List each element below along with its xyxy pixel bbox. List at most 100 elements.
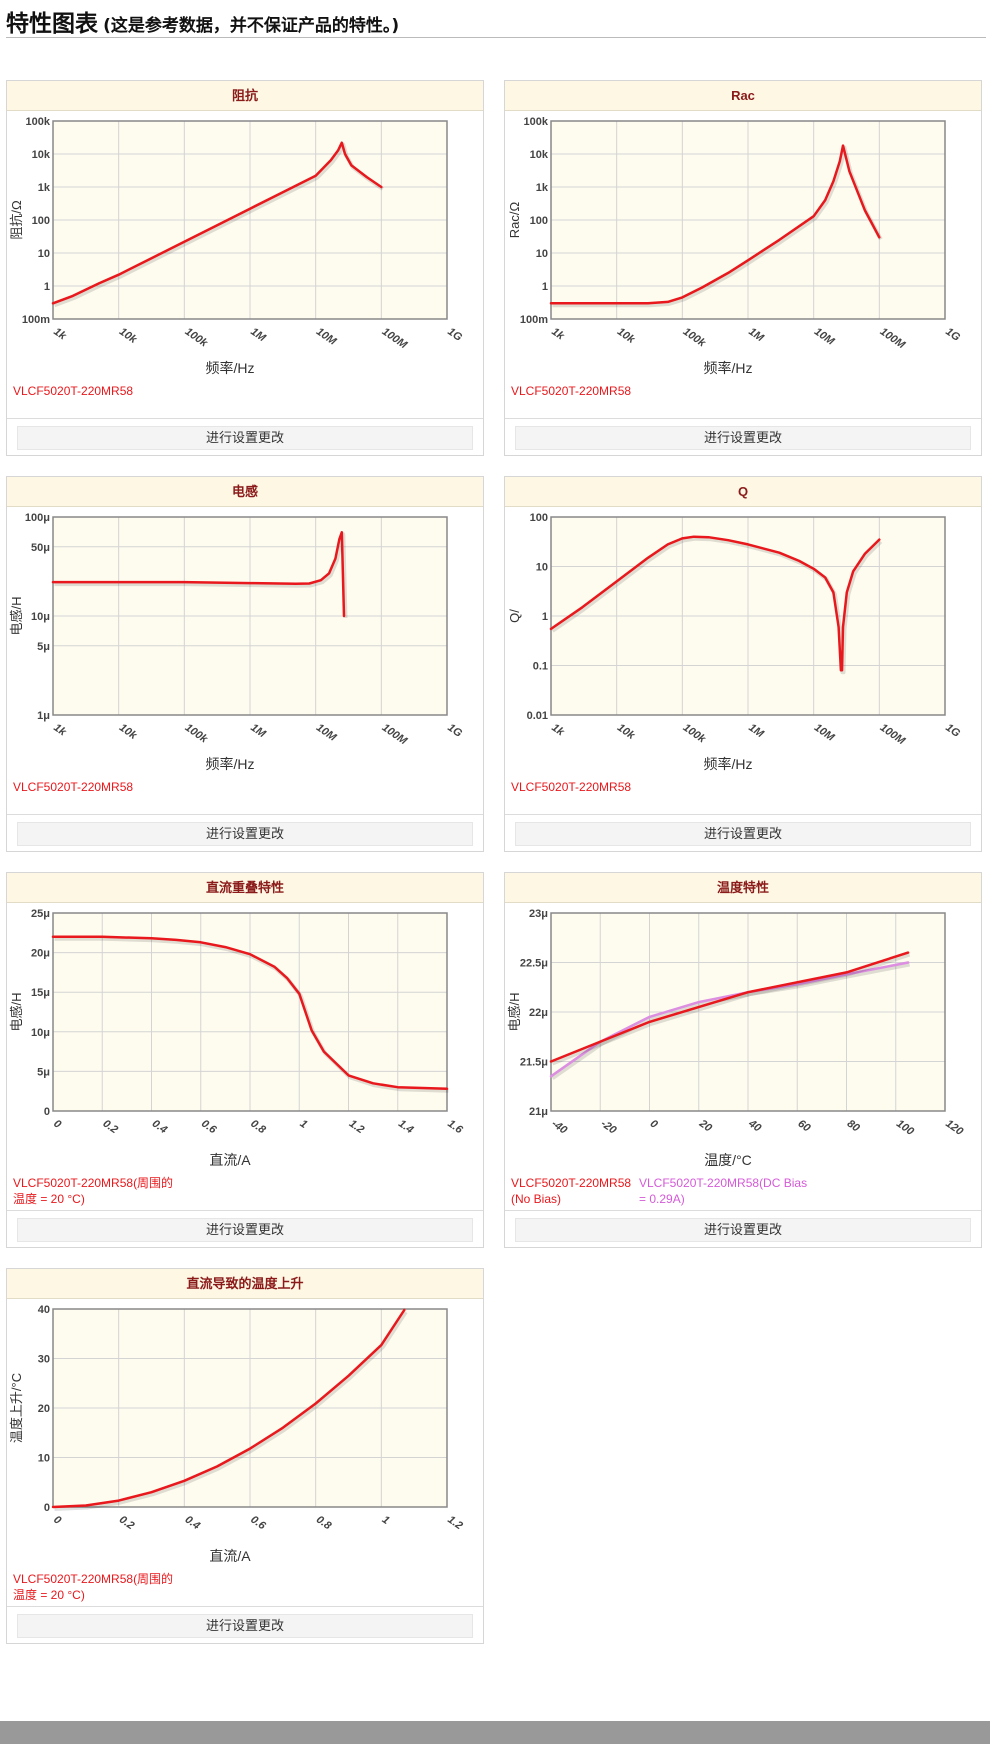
y-tick-label: 50μ — [31, 542, 50, 554]
y-tick-label: 100μ — [25, 512, 50, 524]
x-axis-label: 温度/°C — [704, 1152, 752, 1168]
y-tick-label: 10k — [32, 149, 51, 161]
y-tick-label: 100k — [26, 116, 51, 128]
x-axis-label: 频率/Hz — [206, 756, 255, 772]
legend-entry: VLCF5020T-220MR58 — [13, 383, 133, 399]
x-tick-label: 10k — [615, 722, 638, 743]
change-settings-button[interactable]: 进行设置更改 — [17, 1614, 473, 1638]
x-tick-label: 1 — [298, 1118, 310, 1131]
x-tick-label: 10M — [812, 326, 837, 349]
card-divider — [7, 418, 483, 419]
y-tick-label: 21μ — [529, 1106, 548, 1118]
legend-text: VLCF5020T-220MR58(DC Bias — [639, 1176, 808, 1190]
y-tick-label: 10 — [38, 1453, 50, 1465]
x-tick-label: 80 — [845, 1118, 863, 1135]
legend-entry: VLCF5020T-220MR58(周围的 温度 = 20 °C) — [13, 1175, 173, 1207]
card-divider — [7, 1210, 483, 1211]
chart-title: 直流重叠特性 — [7, 873, 483, 903]
x-tick-label: 1M — [746, 326, 766, 345]
x-tick-label: 1M — [248, 722, 268, 741]
x-tick-label: 1G — [445, 722, 464, 741]
x-tick-label: 1G — [943, 326, 962, 345]
chart-title: 直流导致的温度上升 — [7, 1269, 483, 1299]
plot-frame — [550, 912, 946, 1112]
x-tick-label: 20 — [696, 1117, 714, 1135]
chart-card-q: Q 0.01 0.1 1 10 100 1k 10k 100k 1M 10M 100M 1G 频率/Hz Q… — [504, 476, 982, 852]
x-tick-label: 40 — [745, 1117, 763, 1135]
chart-title: 电感 — [7, 477, 483, 507]
legend-entry: VLCF5020T-220MR58(周围的 温度 = 20 °C) — [13, 1571, 173, 1603]
chart-title: Q — [505, 477, 981, 507]
y-tick-label: 10μ — [31, 611, 50, 623]
chart-card-impedance: 阻抗 100m 1 10 100 1k 10k 100k 1k 10k 100k 1M 10M 100M 1… — [6, 80, 484, 456]
chart-svg: 21μ 21.5μ 22μ 22.5μ 23μ -40 -20 0 20 40 60 80 100 120… — [507, 908, 966, 1168]
legend-text-cont: 温度 = 20 °C) — [13, 1192, 85, 1206]
y-tick-label: 20μ — [31, 948, 50, 960]
y-tick-label: 0.1 — [533, 661, 548, 673]
x-tick-label: 1 — [380, 1514, 392, 1527]
plot-frame — [52, 1308, 448, 1508]
change-settings-button[interactable]: 进行设置更改 — [17, 426, 473, 450]
plot-frame — [52, 516, 448, 716]
x-tick-label: -20 — [599, 1118, 620, 1137]
y-tick-label: 100m — [22, 314, 50, 326]
x-tick-label: 10k — [117, 722, 140, 743]
x-tick-label: 100M — [878, 326, 908, 352]
chart-svg: 100m 1 10 100 1k 10k 100k 1k 10k 100k 1M 10M 100M 1G 频… — [9, 116, 465, 376]
change-settings-button[interactable]: 进行设置更改 — [515, 822, 971, 846]
chart-title: 阻抗 — [7, 81, 483, 111]
y-tick-label: 22.5μ — [520, 958, 548, 970]
x-tick-label: 100M — [878, 722, 908, 748]
legend-text: VLCF5020T-220MR58 — [511, 384, 632, 398]
x-tick-label: 0.6 — [199, 1118, 219, 1137]
x-axis-label: 直流/A — [209, 1548, 251, 1564]
y-tick-label: 100m — [520, 314, 548, 326]
y-tick-label: 1k — [536, 182, 549, 194]
series-shadow — [54, 1310, 408, 1511]
chart-svg: 0 10 20 30 40 0 0.2 0.4 0.6 0.8 1 1.2 直流/A 温度上升/°C — [9, 1304, 465, 1564]
chart-title: 温度特性 — [505, 873, 981, 903]
legend-text-cont: = 0.29A) — [639, 1192, 685, 1206]
x-tick-label: 100 — [894, 1118, 917, 1139]
plot-frame — [52, 120, 448, 320]
y-tick-label: 23μ — [529, 908, 548, 920]
chart-card-temperature: 温度特性 21μ 21.5μ 22μ 22.5μ 23μ -40 -20 0 20 40 60 80 10… — [504, 872, 982, 1248]
y-axis-label: Q/ — [507, 609, 522, 623]
y-tick-label: 100 — [530, 512, 548, 524]
x-tick-label: 1k — [549, 722, 567, 739]
y-tick-label: 40 — [38, 1304, 50, 1316]
y-tick-label: 0.01 — [527, 710, 548, 722]
x-tick-label: 100k — [681, 326, 709, 350]
x-tick-label: 1.2 — [445, 1514, 464, 1533]
change-settings-button[interactable]: 进行设置更改 — [17, 822, 473, 846]
y-tick-label: 25μ — [31, 908, 50, 920]
x-tick-label: 1G — [445, 326, 464, 345]
x-tick-label: 100M — [380, 326, 410, 352]
y-tick-label: 1 — [542, 281, 548, 293]
plot-frame — [550, 516, 946, 716]
change-settings-button[interactable]: 进行设置更改 — [17, 1218, 473, 1242]
legend-text: VLCF5020T-220MR58 — [511, 780, 632, 794]
series-shadow — [551, 952, 911, 1066]
chart-svg: 100m 1 10 100 1k 10k 100k 1k 10k 100k 1M 10M 100M 1G 频… — [507, 116, 963, 376]
x-tick-label: 1M — [248, 326, 268, 345]
y-tick-label: 22μ — [529, 1007, 548, 1019]
y-tick-label: 1k — [38, 182, 51, 194]
series-line-0 — [51, 141, 383, 305]
x-tick-label: 10k — [117, 326, 140, 347]
change-settings-button[interactable]: 进行设置更改 — [515, 426, 971, 450]
y-tick-label: 20 — [38, 1403, 50, 1415]
x-tick-label: 1G — [943, 722, 962, 741]
legend-entry: VLCF5020T-220MR58 — [13, 779, 133, 795]
y-tick-label: 5μ — [37, 641, 50, 653]
legend-text: VLCF5020T-220MR58 — [13, 780, 134, 794]
chart-card-rac: Rac 100m 1 10 100 1k 10k 100k 1k 10k 100k 1M 10M 100M… — [504, 80, 982, 456]
x-tick-label: 1k — [51, 722, 69, 739]
change-settings-button[interactable]: 进行设置更改 — [515, 1218, 971, 1242]
legend-entry: VLCF5020T-220MR58(DC Bias = 0.29A) — [639, 1175, 807, 1207]
card-divider — [505, 1210, 981, 1211]
x-axis-label: 频率/Hz — [704, 360, 753, 376]
x-axis-label: 直流/A — [209, 1152, 251, 1168]
y-tick-label: 10μ — [31, 1027, 50, 1039]
legend-entry: VLCF5020T-220MR58 (No Bias) — [511, 1175, 631, 1207]
